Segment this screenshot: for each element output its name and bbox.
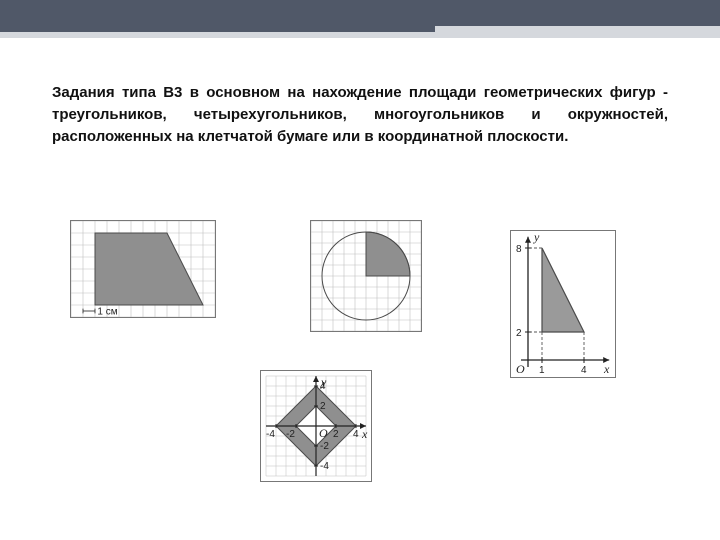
figure-trapezoid: 1 см xyxy=(70,220,216,318)
svg-text:x: x xyxy=(603,362,610,376)
svg-text:4: 4 xyxy=(353,429,359,440)
svg-text:O: O xyxy=(516,362,525,376)
svg-text:O: O xyxy=(319,426,328,440)
svg-text:-4: -4 xyxy=(320,461,329,472)
svg-text:-2: -2 xyxy=(320,441,329,452)
svg-text:-4: -4 xyxy=(266,429,275,440)
svg-text:x: x xyxy=(361,427,368,441)
svg-text:8: 8 xyxy=(516,244,522,255)
top-accent-left xyxy=(0,32,435,38)
svg-text:y: y xyxy=(533,231,540,244)
top-accent-right xyxy=(435,26,720,38)
svg-text:2: 2 xyxy=(320,401,326,412)
svg-text:4: 4 xyxy=(581,365,587,376)
svg-text:1: 1 xyxy=(539,365,545,376)
figure-diamond: -4-224-4-224Oxy xyxy=(260,370,372,482)
svg-text:-2: -2 xyxy=(286,429,295,440)
body-paragraph: Задания типа В3 в основном на нахождение… xyxy=(52,82,668,147)
figure-triangle: 1 4 2 8 Ox y xyxy=(510,230,616,378)
figure-circle-sector xyxy=(310,220,422,332)
svg-text:1 см: 1 см xyxy=(97,307,117,317)
svg-text:2: 2 xyxy=(333,429,339,440)
svg-text:2: 2 xyxy=(516,328,522,339)
svg-text:y: y xyxy=(320,375,327,389)
